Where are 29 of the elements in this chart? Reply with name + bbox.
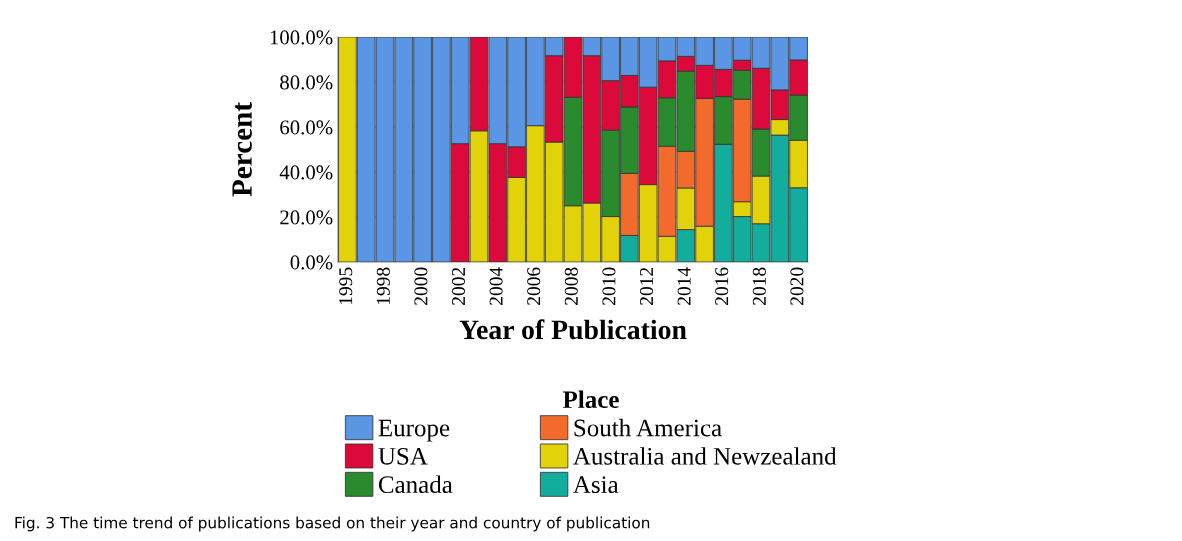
y-tick-label: 0.0% (290, 255, 333, 270)
legend-title: Place (562, 390, 619, 409)
x-tick-label: 2018 (752, 267, 766, 305)
x-tick-label: 2004 (489, 267, 503, 305)
x-tick-label: 2010 (602, 267, 616, 305)
y-tick-label: 20.0% (280, 210, 333, 225)
x-tick-label: 2006 (527, 267, 541, 305)
x-tick-label: 2008 (564, 267, 578, 305)
legend-label: Asia (573, 476, 619, 494)
x-tick-label: 2014 (677, 267, 691, 305)
x-tick-label: 2012 (639, 267, 654, 305)
legend-label: South America (574, 418, 722, 437)
x-tick-label: 1995 (339, 267, 353, 305)
y-tick-label: 40.0% (279, 165, 333, 180)
legend-label: Australia and Newzealand (573, 447, 837, 465)
legend-label: Canada (378, 475, 453, 494)
y-axis-title: Percent (232, 102, 252, 197)
y-tick-label: 80.0% (280, 75, 333, 90)
legend-label: Europe (378, 419, 450, 442)
x-tick-label: 2000 (414, 267, 428, 305)
y-tick-label: 60.0% (280, 120, 333, 135)
x-tick-label: 2002 (451, 267, 466, 305)
legend-label: USA (378, 447, 428, 465)
x-tick-label: 2020 (790, 267, 804, 305)
x-tick-label: 2016 (715, 267, 729, 305)
caption: Fig. 3 The time trend of publications based on their year and country of publication (15, 516, 650, 532)
x-axis-title: Year of Publication (459, 319, 687, 340)
x-tick-label: 1998 (376, 267, 390, 305)
y-tick-label: 100.0% (270, 30, 333, 45)
